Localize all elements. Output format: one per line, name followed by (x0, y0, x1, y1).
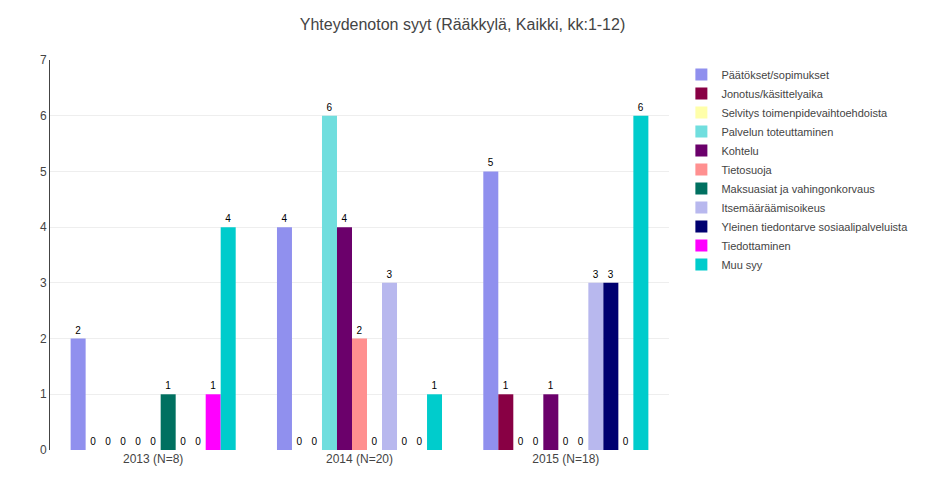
svg-text:Palvelun toteuttaminen: Palvelun toteuttaminen (721, 126, 833, 138)
svg-text:0: 0 (311, 436, 317, 447)
svg-text:0: 0 (195, 436, 201, 447)
svg-text:0: 0 (180, 436, 186, 447)
svg-text:5: 5 (40, 165, 47, 179)
svg-text:2015 (N=18): 2015 (N=18) (532, 452, 599, 466)
svg-text:6: 6 (40, 109, 47, 123)
svg-text:3: 3 (40, 276, 47, 290)
svg-text:1: 1 (432, 380, 438, 391)
svg-text:0: 0 (533, 436, 539, 447)
svg-text:2014 (N=20): 2014 (N=20) (326, 452, 393, 466)
svg-text:0: 0 (402, 436, 408, 447)
svg-text:Yleinen tiedontarve sosiaalipa: Yleinen tiedontarve sosiaalipalveluista (721, 221, 908, 233)
svg-text:1: 1 (210, 380, 216, 391)
svg-text:2: 2 (75, 325, 81, 336)
svg-text:Itsemääräämisoikeus: Itsemääräämisoikeus (721, 202, 825, 214)
svg-text:0: 0 (417, 436, 423, 447)
svg-text:0: 0 (40, 443, 47, 457)
svg-text:4: 4 (225, 213, 231, 224)
svg-text:0: 0 (120, 436, 126, 447)
svg-text:3: 3 (593, 269, 599, 280)
svg-text:6: 6 (638, 102, 644, 113)
svg-text:Tiedottaminen: Tiedottaminen (721, 240, 790, 252)
svg-text:2: 2 (357, 325, 363, 336)
svg-text:1: 1 (165, 380, 171, 391)
svg-text:3: 3 (387, 269, 393, 280)
svg-text:6: 6 (326, 102, 332, 113)
svg-text:0: 0 (623, 436, 629, 447)
svg-text:1: 1 (548, 380, 554, 391)
svg-text:0: 0 (518, 436, 524, 447)
svg-text:Yhteydenoton syyt (Rääkkylä, K: Yhteydenoton syyt (Rääkkylä, Kaikki, kk:… (300, 16, 625, 33)
svg-text:4: 4 (40, 220, 47, 234)
svg-text:0: 0 (90, 436, 96, 447)
svg-text:5: 5 (488, 157, 494, 168)
svg-text:0: 0 (150, 436, 156, 447)
svg-text:3: 3 (608, 269, 614, 280)
svg-text:Muu syy: Muu syy (721, 259, 762, 271)
svg-text:Maksuasiat ja vahingonkorvaus: Maksuasiat ja vahingonkorvaus (721, 183, 875, 195)
svg-text:Päätökset/sopimukset: Päätökset/sopimukset (721, 69, 829, 81)
svg-text:0: 0 (135, 436, 141, 447)
svg-text:2013 (N=8): 2013 (N=8) (123, 452, 183, 466)
svg-text:0: 0 (296, 436, 302, 447)
svg-text:2: 2 (40, 332, 47, 346)
svg-text:1: 1 (503, 380, 509, 391)
svg-text:Kohtelu: Kohtelu (721, 145, 758, 157)
svg-text:Jonotus/käsittelyaika: Jonotus/käsittelyaika (721, 88, 823, 100)
svg-text:0: 0 (372, 436, 378, 447)
svg-text:1: 1 (40, 387, 47, 401)
svg-text:4: 4 (341, 213, 347, 224)
svg-text:7: 7 (40, 53, 47, 67)
svg-text:0: 0 (105, 436, 111, 447)
svg-text:0: 0 (578, 436, 584, 447)
svg-text:Tietosuoja: Tietosuoja (721, 164, 772, 176)
svg-text:Selvitys toimenpidevaihtoehdoi: Selvitys toimenpidevaihtoehdoista (721, 107, 888, 119)
svg-text:0: 0 (563, 436, 569, 447)
svg-text:4: 4 (281, 213, 287, 224)
